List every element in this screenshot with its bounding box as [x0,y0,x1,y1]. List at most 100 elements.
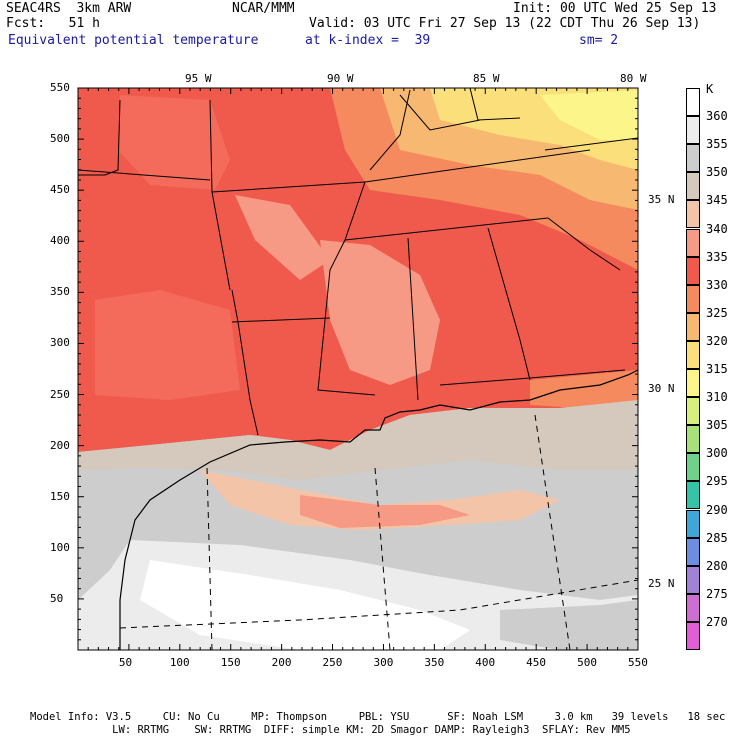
state-line-ks-ok [78,169,211,181]
colorbar-swatch [686,312,700,341]
colorbar-swatch [686,172,700,201]
level-label: at k-index = 39 [305,33,431,48]
state-line-in [399,94,481,131]
state-line-al-ga [487,227,531,381]
state-boundaries [78,88,638,436]
colorbar-level-label: 350 [706,165,728,180]
colorbar-level-label: 310 [706,390,728,405]
colorbar-level-label: 325 [706,305,728,320]
x-tick-label: 250 [322,656,343,669]
colorbar-swatch [686,425,700,454]
colorbar-swatch [686,397,700,426]
colorbar-level-label: 285 [706,530,728,545]
forecast-hour: Fcst: 51 h [6,16,100,31]
x-tick-label: 350 [424,656,445,669]
y-tick-label: 350 [50,285,70,299]
lat-label-35n: 35 N [648,193,675,206]
colorbar-swatch [686,621,700,650]
footer-physics-info: LW: RRTMG SW: RRTMG DIFF: simple KM: 2D … [30,724,631,736]
colorbar-swatch [686,509,700,538]
state-line-tn-south [344,217,549,241]
colorbar-swatch [686,228,700,257]
gulf-345-band [78,400,638,480]
colorbar-swatch [686,284,700,313]
colorbar-swatch [686,144,700,173]
grid-line-95w [206,467,213,650]
state-line-mississippi-river [317,181,376,396]
x-tick-label: 300 [373,656,394,669]
x-tick-label: 500 [577,656,597,669]
colorbar-swatch [686,256,700,285]
x-tick-label: 400 [475,656,496,669]
lon-label-80w: 80 W [620,72,647,85]
colorbar-level-label: 315 [706,362,728,376]
y-tick-label: 450 [50,183,70,197]
x-tick-label: 150 [220,656,241,669]
colorbar-swatch [686,565,700,594]
lon-label-90w: 90 W [327,72,354,85]
x-tick-label: 550 [628,656,648,669]
colorbar-swatch [686,593,700,622]
colorbar-level-label: 320 [706,333,728,348]
gulf-350-south [500,600,638,650]
region-335-west [118,95,230,190]
valid-time: Valid: 03 UTC Fri 27 Sep 13 (22 CDT Thu … [309,16,701,31]
state-line-ms-al [407,237,419,401]
colorbar-unit: K [706,82,714,96]
state-line-ar-la [231,317,331,323]
grid-line-90w [374,467,391,650]
gulf-335-patch [300,495,470,528]
y-tick-label: 500 [50,132,70,146]
lat-label-25n: 25 N [648,577,675,590]
theta-e-field [78,88,638,650]
colorbar-swatch [686,340,700,369]
field-title: Equivalent potential temperature [8,33,259,48]
region-320-southeast [530,370,638,408]
smoothing-label: sm= 2 [579,33,619,48]
colorbar-swatch [686,116,700,145]
map-frame [77,87,639,651]
state-line-nc-sc [547,217,621,271]
state-line-fl-al [439,369,626,386]
region-310-northeast [540,90,638,140]
colorbar-level-label: 270 [706,614,728,629]
colorbar-swatch [686,481,700,510]
lat-label-30n: 30 N [648,382,675,395]
gulf-360-band [140,560,470,650]
state-line-va-nc [544,137,638,151]
colorbar-level-label: 300 [706,446,728,461]
colorbar-level-label: 355 [706,137,728,152]
region-335-texas [95,290,240,400]
state-line-ky-tn [364,149,591,183]
y-tick-label: 200 [50,438,70,452]
latlon-grid [119,414,638,650]
colorbar-swatch [686,88,700,117]
model-name: SEAC4RS 3km ARW [6,1,132,16]
colorbar-level-label: 305 [706,418,728,433]
colorbar-level-label: 275 [706,586,728,601]
colorbar-level-label: 280 [706,558,728,573]
state-line-il-ky [369,89,411,171]
init-time: Init: 00 UTC Wed 25 Sep 13 [513,1,717,16]
colorbar-level-label: 360 [706,109,728,124]
region-340-ark [235,195,330,280]
y-tick-label: 150 [50,489,70,503]
y-tick-label: 400 [50,234,70,248]
x-tick-label: 200 [271,656,292,669]
colorbar-level-label: 290 [706,502,728,517]
colorbar-swatch [686,453,700,482]
x-tick-label: 100 [169,656,190,669]
colorbar-level-label: 330 [706,277,728,292]
colorbar-swatch [686,537,700,566]
colorbar-level-label: 345 [706,193,728,208]
y-tick-label: 100 [50,540,70,554]
institution: NCAR/MMM [232,1,295,16]
state-line-tx-la [231,289,259,436]
colorbar-level-label: 335 [706,249,728,264]
x-tick-label: 50 [118,656,133,669]
y-tick-label: 50 [50,591,64,605]
x-tick-label: 450 [526,656,547,669]
y-tick-label: 300 [50,336,70,350]
colorbar-level-label: 340 [706,221,728,236]
